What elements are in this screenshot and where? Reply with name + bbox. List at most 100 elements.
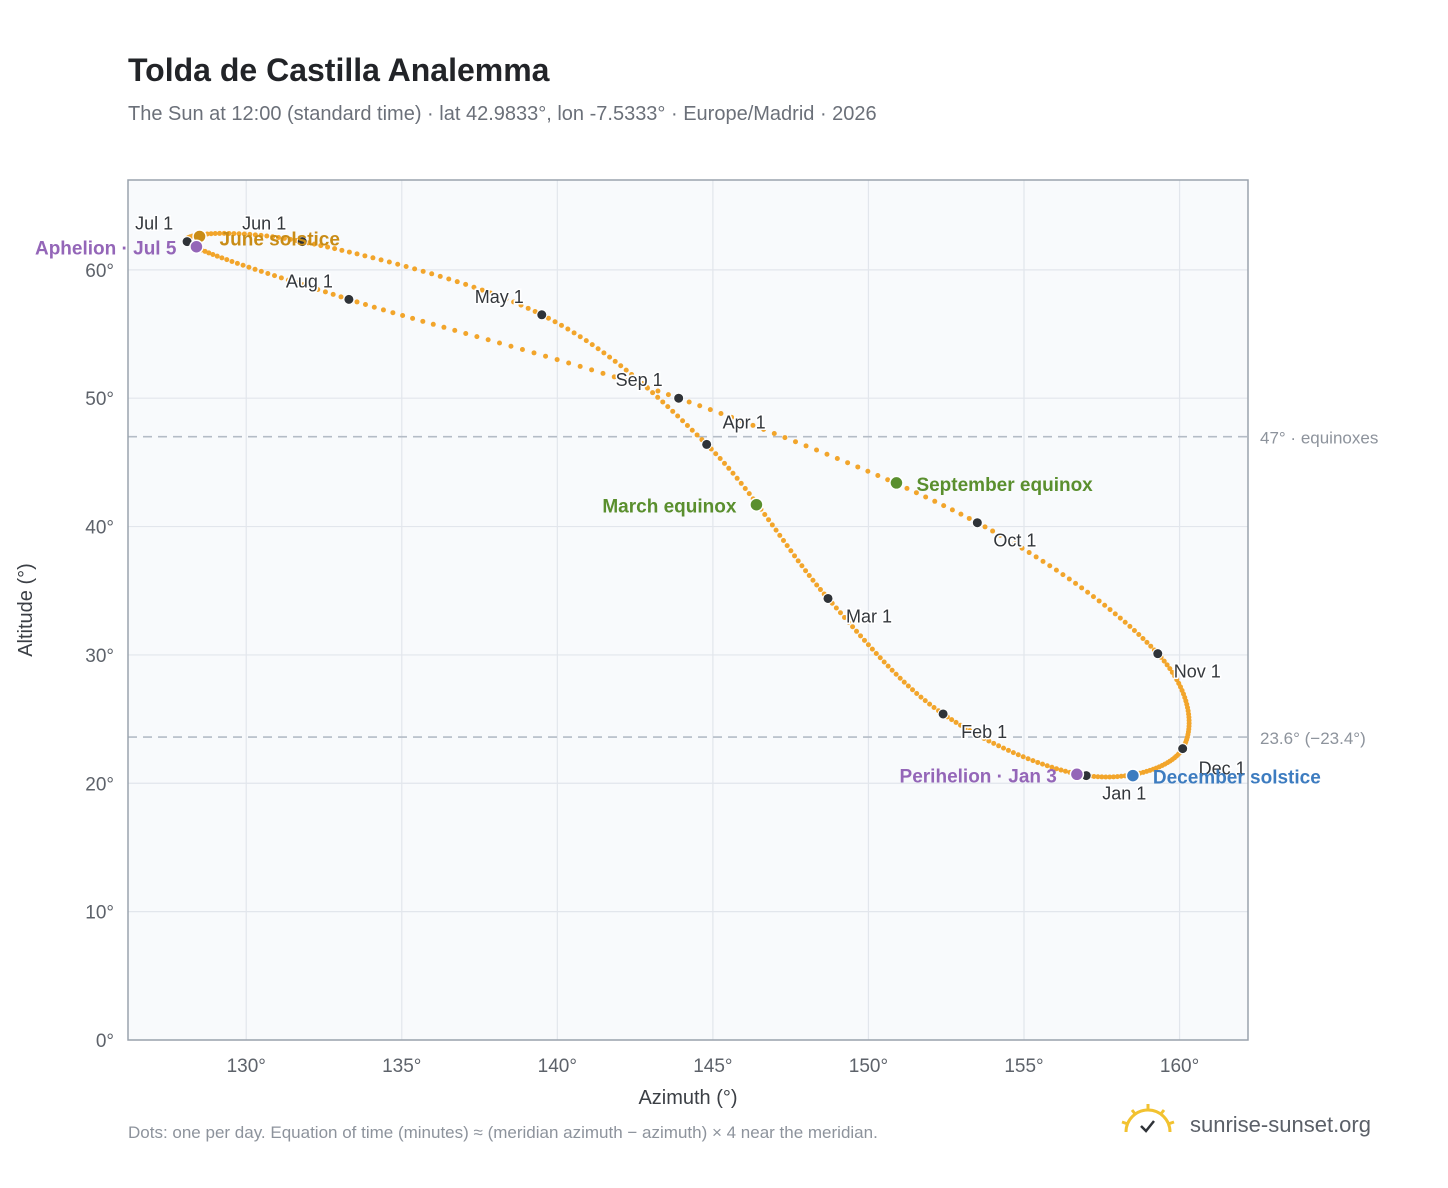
day-dot <box>252 266 258 272</box>
day-dot <box>990 528 996 534</box>
day-dot <box>1035 759 1041 765</box>
day-dot <box>623 367 629 373</box>
month-start-marker <box>673 392 685 404</box>
day-dot <box>612 358 618 364</box>
day-dot <box>565 326 571 332</box>
day-dot <box>240 262 246 268</box>
chart-footnote: Dots: one per day. Equation of time (min… <box>128 1123 878 1142</box>
day-dot <box>214 253 220 259</box>
day-dot <box>330 291 336 297</box>
day-dot <box>1079 585 1085 591</box>
day-dot <box>967 728 973 734</box>
day-dot <box>287 236 293 242</box>
day-dot <box>792 553 798 559</box>
day-dot <box>803 568 809 574</box>
x-tick-label: 145° <box>693 1056 732 1077</box>
day-dot <box>362 302 368 308</box>
day-dot <box>221 230 227 236</box>
day-dot <box>991 740 997 746</box>
day-dot <box>485 337 491 343</box>
day-dot <box>953 719 959 725</box>
day-dot <box>503 296 509 302</box>
day-dot <box>803 443 809 449</box>
day-dot <box>226 230 232 236</box>
day-dot <box>846 619 852 625</box>
day-dot <box>265 270 271 276</box>
day-dot <box>837 610 843 616</box>
day-dot <box>258 232 264 238</box>
day-dot <box>1054 766 1060 772</box>
day-dot <box>897 675 903 681</box>
day-dot <box>525 305 531 311</box>
day-dot <box>339 247 345 253</box>
day-dot <box>497 340 503 346</box>
day-dot <box>739 418 745 424</box>
day-dot <box>784 543 790 549</box>
day-dot <box>1131 627 1137 633</box>
day-dot <box>927 701 933 707</box>
day-dot <box>1073 580 1079 586</box>
day-dot <box>845 460 851 466</box>
day-dot <box>258 268 264 274</box>
day-dot <box>566 360 572 366</box>
day-dot <box>315 286 321 292</box>
day-dot <box>403 264 409 270</box>
day-dot <box>1161 658 1167 664</box>
day-dot <box>1103 774 1109 780</box>
day-dot <box>734 475 740 481</box>
y-tick-label: 50° <box>85 389 114 410</box>
day-dot <box>966 515 972 521</box>
x-tick-label: 150° <box>849 1056 888 1077</box>
y-tick-label: 10° <box>85 903 114 924</box>
day-dot <box>395 261 401 267</box>
day-dot <box>650 390 656 396</box>
event-label: Aphelion · Jul 5 <box>35 239 177 260</box>
day-dot <box>932 498 938 504</box>
day-dot <box>1167 666 1173 672</box>
day-dot <box>777 532 783 538</box>
day-dot <box>1111 774 1117 780</box>
day-dot <box>618 363 624 369</box>
day-dot <box>1102 602 1108 608</box>
day-dot <box>1033 554 1039 560</box>
day-dot <box>519 347 525 353</box>
day-dot <box>922 698 928 704</box>
month-start-marker <box>937 708 949 720</box>
day-dot <box>511 299 517 305</box>
brand-logo[interactable]: sunrise-sunset.org <box>1120 1102 1420 1146</box>
day-dot <box>655 388 661 394</box>
day-dot <box>583 338 589 344</box>
day-dot <box>1127 623 1133 629</box>
brand-name: sunrise-sunset.org <box>1190 1112 1371 1137</box>
day-dot <box>814 447 820 453</box>
x-tick-label: 140° <box>538 1056 577 1077</box>
day-dot <box>234 260 240 266</box>
day-dot <box>1107 607 1113 613</box>
day-dot <box>202 248 208 254</box>
day-dot <box>639 381 645 387</box>
day-dot <box>400 313 406 319</box>
day-dot <box>272 273 278 279</box>
y-tick-label: 60° <box>85 261 114 282</box>
day-dot <box>923 494 929 500</box>
day-dot <box>208 231 214 237</box>
day-dot <box>1044 763 1050 769</box>
day-dot <box>738 480 744 486</box>
day-dot <box>824 451 830 457</box>
chart-subtitle: The Sun at 12:00 (standard time) · lat 4… <box>128 103 877 125</box>
day-dot <box>386 259 392 265</box>
day-dot <box>746 491 752 497</box>
plot-frame <box>127 179 1249 1041</box>
day-dot <box>446 276 452 282</box>
day-dot <box>1107 774 1113 780</box>
day-dot <box>726 465 732 471</box>
month-start-marker <box>701 438 713 450</box>
day-dot <box>589 342 595 348</box>
day-dot <box>982 524 988 530</box>
day-dot <box>810 577 816 583</box>
day-dot <box>278 275 284 281</box>
day-dot <box>571 330 577 336</box>
day-dot <box>1047 563 1053 569</box>
day-dot <box>322 289 328 295</box>
